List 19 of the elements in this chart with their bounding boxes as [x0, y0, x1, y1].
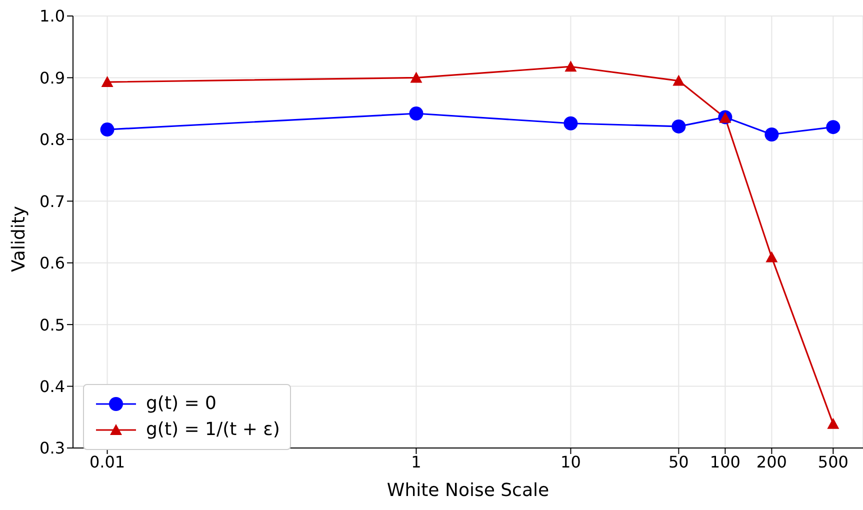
x-tick-label: 500 — [818, 452, 848, 472]
x-tick-label: 100 — [710, 452, 740, 472]
legend-label: g(t) = 1/(t + ε) — [146, 418, 280, 442]
y-tick-label: 0.7 — [40, 192, 65, 211]
x-axis-title: White Noise Scale — [386, 480, 550, 501]
x-tick-label: 10 — [560, 452, 581, 472]
x-tick-label: 200 — [756, 452, 787, 472]
y-axis-title: Validity — [8, 206, 30, 272]
x-tick-label: 0.01 — [89, 452, 126, 472]
legend-label: g(t) = 0 — [146, 392, 217, 416]
y-tick-label: 0.3 — [40, 438, 65, 458]
y-tick-label: 0.6 — [40, 254, 65, 273]
y-tick-label: 0.8 — [40, 130, 65, 150]
x-tick-label: 1 — [411, 452, 422, 472]
y-tick-label: 0.9 — [40, 68, 65, 88]
y-tick-label: 0.5 — [40, 315, 65, 334]
y-tick-label: 0.4 — [40, 376, 65, 396]
x-tick-label: 50 — [668, 452, 689, 472]
y-tick-label: 1.0 — [40, 6, 65, 26]
